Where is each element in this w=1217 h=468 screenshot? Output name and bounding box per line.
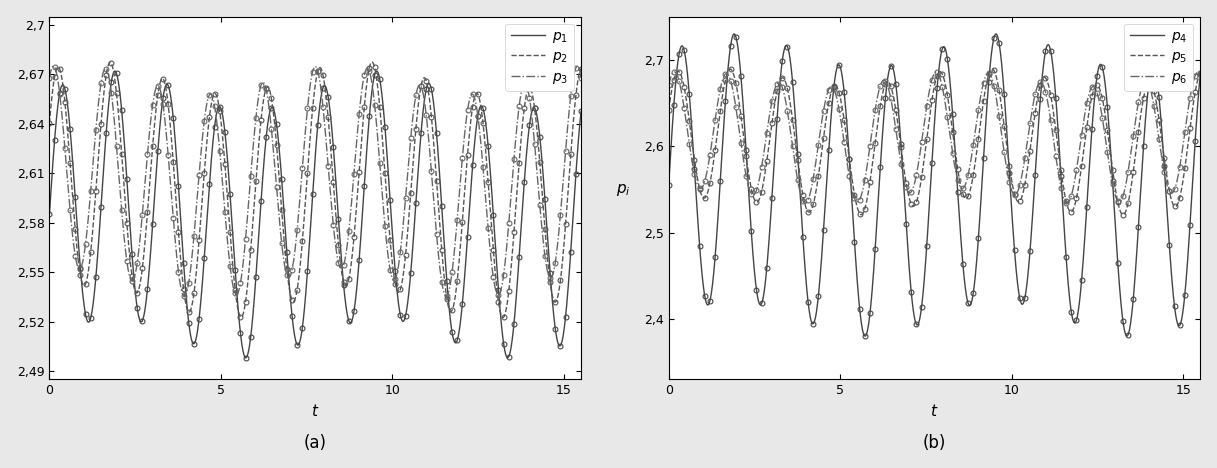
$p_3$ (461, 101, 476, 107)
$p_6$ (1178, 125, 1193, 131)
$p_2$ (495, 314, 510, 320)
$p_2$ (365, 59, 380, 65)
$p_1$ (239, 355, 253, 361)
X-axis label: $t$: $t$ (312, 402, 319, 419)
$p_5$ (1193, 70, 1207, 76)
$p_6$ (920, 97, 935, 103)
$p_6$ (1193, 72, 1207, 77)
$p_3$ (559, 145, 573, 150)
Line: $p_1$: $p_1$ (50, 71, 581, 358)
Y-axis label: $p_i$: $p_i$ (616, 182, 630, 198)
$p_5$ (1178, 163, 1193, 168)
$p_2$ (573, 66, 588, 72)
Line: $p_2$: $p_2$ (50, 62, 581, 317)
$p_2$ (559, 217, 573, 223)
$p_1$ (559, 308, 573, 314)
$p_3$ (176, 294, 191, 300)
Text: (a): (a) (304, 434, 326, 452)
$p_2$ (286, 298, 301, 304)
$p_3$ (69, 261, 84, 266)
$p_4$ (858, 333, 873, 339)
$p_3$ (301, 96, 315, 102)
$p_4$ (1081, 188, 1095, 193)
Text: (b): (b) (922, 434, 946, 452)
$p_1$ (287, 331, 302, 337)
$p_1$ (107, 68, 122, 74)
$p_3$ (46, 63, 61, 69)
X-axis label: $t$: $t$ (930, 402, 938, 419)
$p_2$ (69, 241, 84, 247)
$p_1$ (69, 214, 84, 219)
$p_4$ (689, 187, 703, 192)
$p_1$ (573, 109, 588, 114)
$p_5$ (1116, 212, 1131, 218)
$p_2$ (559, 214, 573, 219)
$p_5$ (985, 66, 999, 72)
$p_5$ (905, 203, 920, 209)
$p_6$ (667, 69, 682, 74)
$p_3$ (559, 141, 573, 147)
$p_1$ (559, 311, 573, 316)
$p_2$ (301, 164, 315, 169)
$p_4$ (1193, 71, 1207, 77)
Line: $p_4$: $p_4$ (668, 34, 1200, 336)
$p_3$ (43, 75, 57, 81)
$p_4$ (1178, 285, 1193, 291)
$p_4$ (661, 182, 675, 188)
$p_1$ (301, 255, 315, 260)
Line: $p_3$: $p_3$ (50, 66, 581, 297)
$p_6$ (907, 183, 921, 189)
$p_5$ (661, 107, 675, 112)
Legend: $p_1$, $p_2$, $p_3$: $p_1$, $p_2$, $p_3$ (505, 23, 574, 91)
$p_4$ (727, 31, 741, 37)
$p_6$ (661, 82, 675, 88)
$p_3$ (287, 253, 302, 258)
$p_5$ (689, 166, 703, 171)
$p_6$ (1081, 95, 1095, 101)
$p_1$ (461, 219, 476, 225)
$p_5$ (1081, 119, 1095, 124)
$p_4$ (1178, 288, 1193, 294)
Legend: $p_4$, $p_5$, $p_6$: $p_4$, $p_5$, $p_6$ (1125, 23, 1194, 91)
$p_6$ (798, 200, 813, 206)
$p_2$ (43, 120, 57, 126)
$p_1$ (43, 212, 57, 217)
$p_3$ (573, 75, 588, 81)
$p_4$ (920, 228, 935, 234)
$p_4$ (907, 310, 921, 315)
$p_6$ (1178, 127, 1193, 133)
$p_2$ (461, 143, 476, 149)
$p_5$ (920, 132, 935, 138)
Line: $p_5$: $p_5$ (668, 69, 1200, 215)
Line: $p_6$: $p_6$ (668, 72, 1200, 203)
$p_5$ (1178, 161, 1193, 167)
$p_6$ (689, 178, 703, 183)
